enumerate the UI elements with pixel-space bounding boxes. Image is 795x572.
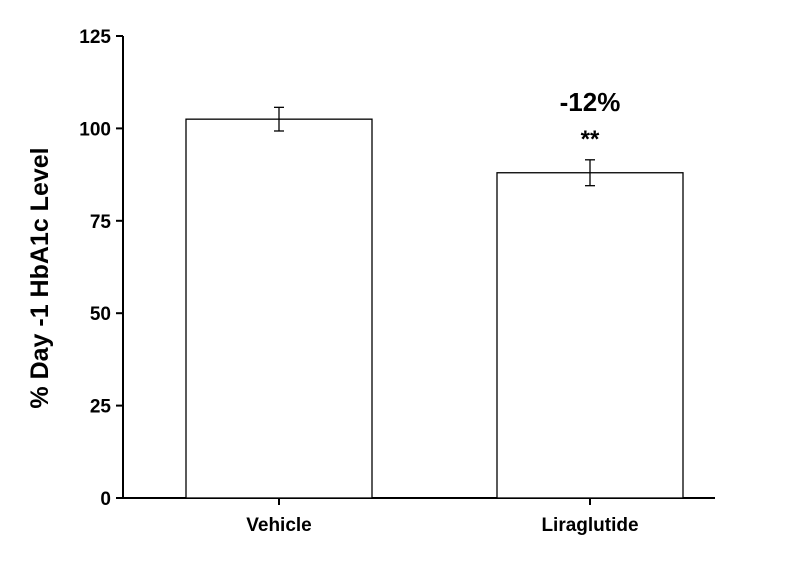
y-tick-label: 25 (90, 397, 112, 418)
percent-change-label: -12% (560, 87, 621, 117)
y-tick-label: 0 (100, 489, 111, 510)
y-tick-label: 125 (79, 27, 111, 48)
bar-vehicle (185, 118, 373, 499)
bar-liraglutide (496, 172, 684, 499)
y-tick-label: 100 (79, 119, 111, 140)
y-axis-label: % Day -1 HbA1c Level (26, 147, 54, 408)
x-tick-label: Liraglutide (541, 515, 638, 536)
significance-label: ** (581, 126, 600, 153)
y-tick-label: 50 (90, 304, 111, 325)
x-tick-label: Vehicle (246, 515, 312, 536)
y-tick-label: 75 (90, 212, 112, 233)
